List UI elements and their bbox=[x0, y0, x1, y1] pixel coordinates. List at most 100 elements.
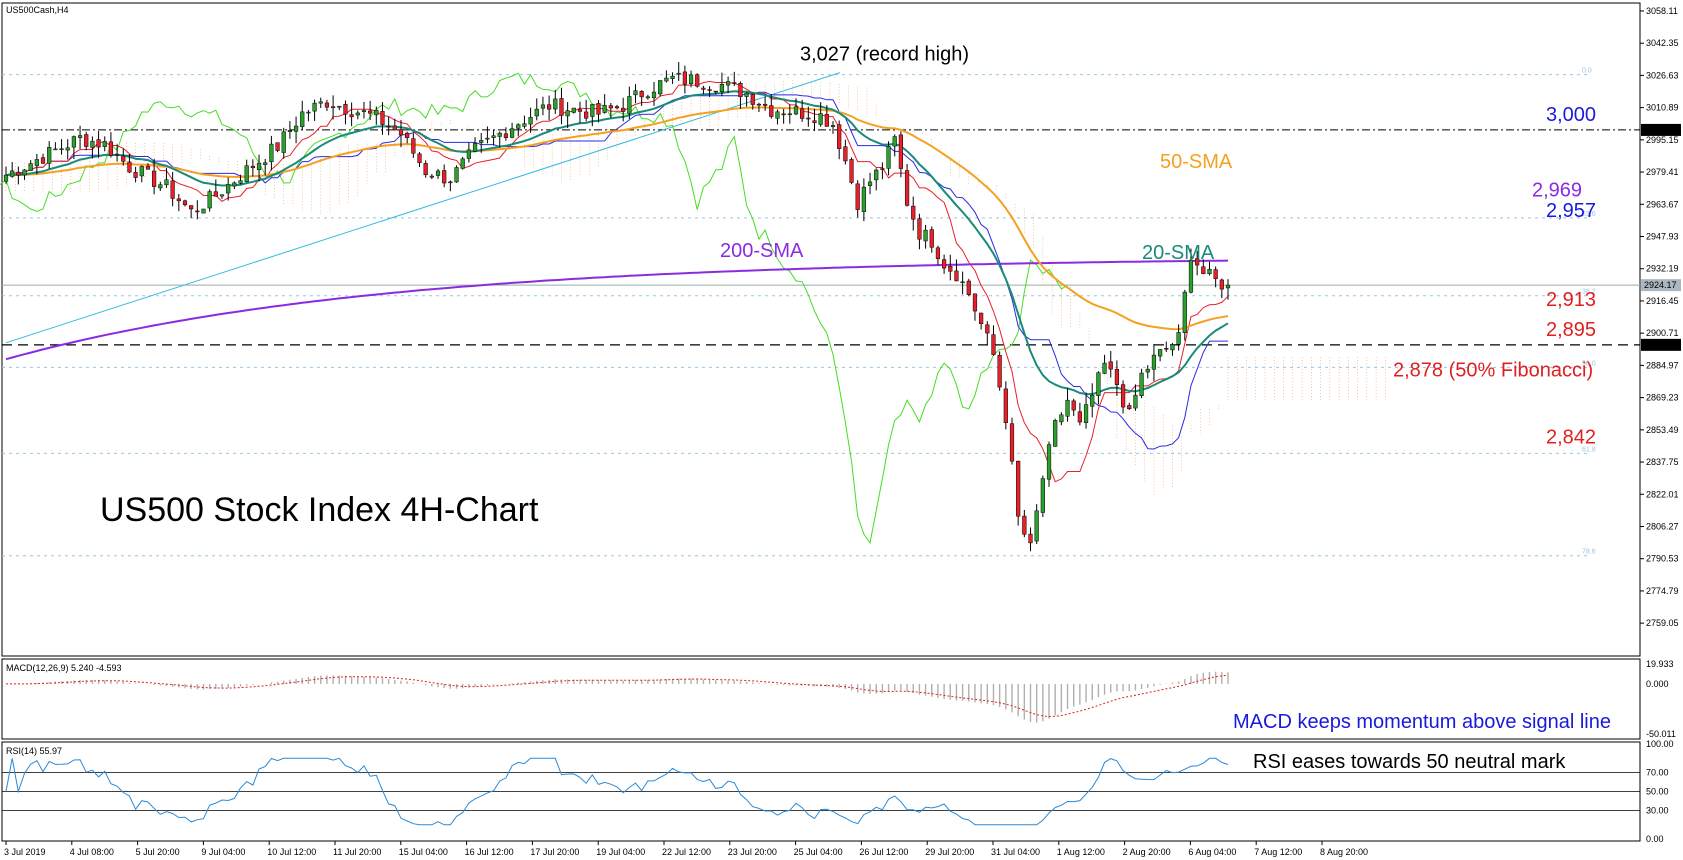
candle bbox=[189, 205, 194, 210]
candle bbox=[411, 138, 416, 154]
candle bbox=[800, 108, 805, 119]
candle bbox=[972, 293, 978, 312]
candle bbox=[1164, 348, 1169, 350]
candle bbox=[491, 135, 496, 138]
candle bbox=[670, 75, 675, 79]
candles bbox=[3, 62, 1231, 552]
candle bbox=[701, 87, 706, 90]
candle bbox=[139, 166, 144, 177]
candle bbox=[1028, 533, 1033, 544]
candle bbox=[1176, 332, 1181, 345]
svg-text:RSI(14) 55.97: RSI(14) 55.97 bbox=[6, 746, 62, 756]
rsi-y-tick: 100.00 bbox=[1646, 739, 1674, 749]
candle bbox=[861, 186, 866, 212]
x-tick-label: 29 Jul 20:00 bbox=[925, 847, 974, 857]
candle bbox=[435, 170, 441, 176]
candle bbox=[287, 130, 293, 132]
level-label: 3,000 bbox=[1546, 104, 1596, 126]
x-tick-label: 1 Aug 12:00 bbox=[1057, 847, 1105, 857]
candle bbox=[343, 104, 348, 115]
candle bbox=[368, 110, 373, 114]
y-tick-label: 2932.19 bbox=[1646, 264, 1679, 274]
rsi-y-tick: 30.00 bbox=[1646, 806, 1669, 816]
candle bbox=[750, 94, 755, 105]
x-tick-label: 15 Jul 04:00 bbox=[399, 847, 448, 857]
candle bbox=[590, 104, 595, 117]
candle bbox=[256, 162, 262, 170]
candle bbox=[738, 83, 743, 98]
candle bbox=[1108, 361, 1113, 370]
candle bbox=[1003, 388, 1008, 423]
main-panel bbox=[1, 2, 1641, 657]
candle bbox=[53, 148, 58, 151]
candle bbox=[226, 184, 231, 194]
candle bbox=[1182, 291, 1187, 333]
candle bbox=[1096, 372, 1101, 396]
price-box bbox=[1641, 338, 1681, 351]
candle bbox=[40, 157, 46, 164]
candle bbox=[349, 114, 354, 118]
candle bbox=[880, 168, 885, 170]
candle bbox=[405, 132, 410, 138]
candle bbox=[485, 137, 490, 140]
candle bbox=[355, 112, 360, 116]
candle bbox=[1170, 344, 1175, 351]
candle bbox=[688, 74, 694, 84]
candle bbox=[213, 191, 218, 197]
level-label: 2,895 bbox=[1546, 319, 1596, 341]
candle bbox=[71, 136, 76, 148]
candle bbox=[658, 80, 663, 95]
candle bbox=[460, 158, 465, 169]
candle bbox=[614, 106, 620, 109]
candle bbox=[182, 200, 188, 206]
candle bbox=[28, 163, 33, 171]
candle bbox=[948, 266, 953, 272]
x-tick-label: 5 Jul 20:00 bbox=[136, 847, 180, 857]
candle bbox=[830, 125, 836, 127]
candle bbox=[219, 194, 225, 197]
candle bbox=[664, 77, 669, 82]
candle bbox=[114, 153, 120, 156]
candle bbox=[1022, 515, 1027, 535]
candle bbox=[812, 120, 817, 123]
candle bbox=[361, 110, 367, 112]
price-box-label: 3000.00 bbox=[1644, 125, 1677, 135]
candle bbox=[966, 280, 971, 295]
macd-y-tick: 19.933 bbox=[1646, 659, 1674, 669]
candle bbox=[1207, 269, 1212, 275]
x-tick-label: 2 Aug 20:00 bbox=[1123, 847, 1171, 857]
level-label: 2,957 bbox=[1546, 200, 1596, 222]
macd-annotation: MACD keeps momentum above signal line bbox=[1233, 711, 1611, 733]
candle bbox=[707, 89, 712, 91]
chart-title: US500 Stock Index 4H-Chart bbox=[100, 491, 539, 529]
candle bbox=[164, 179, 169, 186]
candle bbox=[121, 155, 126, 162]
candle bbox=[904, 170, 910, 206]
candle bbox=[596, 103, 601, 115]
candle bbox=[540, 104, 546, 109]
candle bbox=[380, 111, 385, 125]
y-tick-label: 2837.75 bbox=[1646, 457, 1679, 467]
candle bbox=[1071, 400, 1076, 411]
candle bbox=[627, 96, 632, 114]
candle bbox=[1201, 266, 1206, 274]
candle bbox=[1188, 259, 1194, 293]
candle bbox=[682, 71, 687, 85]
x-tick-label: 3 Jul 2019 bbox=[4, 847, 46, 857]
fib-label: 50.0 bbox=[1582, 360, 1596, 367]
candle bbox=[1040, 478, 1045, 513]
x-tick-label: 26 Jul 12:00 bbox=[859, 847, 908, 857]
candle bbox=[170, 180, 175, 199]
y-tick-label: 3058.11 bbox=[1646, 6, 1678, 16]
candle bbox=[867, 181, 873, 186]
y-tick-label: 2822.01 bbox=[1646, 489, 1679, 499]
candle bbox=[84, 134, 89, 147]
rsi-y-tick: 50.00 bbox=[1646, 787, 1669, 797]
y-tick-label: 2869.23 bbox=[1646, 393, 1679, 403]
candle bbox=[392, 125, 397, 131]
macd-panel bbox=[1, 658, 1641, 740]
candle bbox=[553, 98, 558, 110]
candle bbox=[1158, 349, 1163, 357]
candle bbox=[429, 175, 434, 178]
candle bbox=[386, 125, 391, 128]
